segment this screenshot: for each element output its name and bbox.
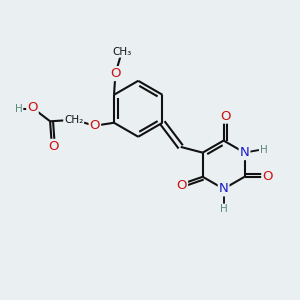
Text: CH₃: CH₃: [112, 47, 132, 57]
Text: O: O: [220, 110, 230, 123]
Text: O: O: [27, 101, 38, 114]
Text: CH₂: CH₂: [64, 115, 83, 125]
Text: N: N: [240, 146, 249, 159]
Text: H: H: [220, 205, 227, 214]
Text: H: H: [260, 145, 268, 155]
Text: O: O: [176, 179, 187, 192]
Text: H: H: [15, 104, 22, 114]
Text: O: O: [90, 119, 100, 132]
Text: O: O: [262, 170, 273, 183]
Text: N: N: [219, 182, 229, 195]
Text: O: O: [110, 67, 121, 80]
Text: O: O: [48, 140, 58, 153]
